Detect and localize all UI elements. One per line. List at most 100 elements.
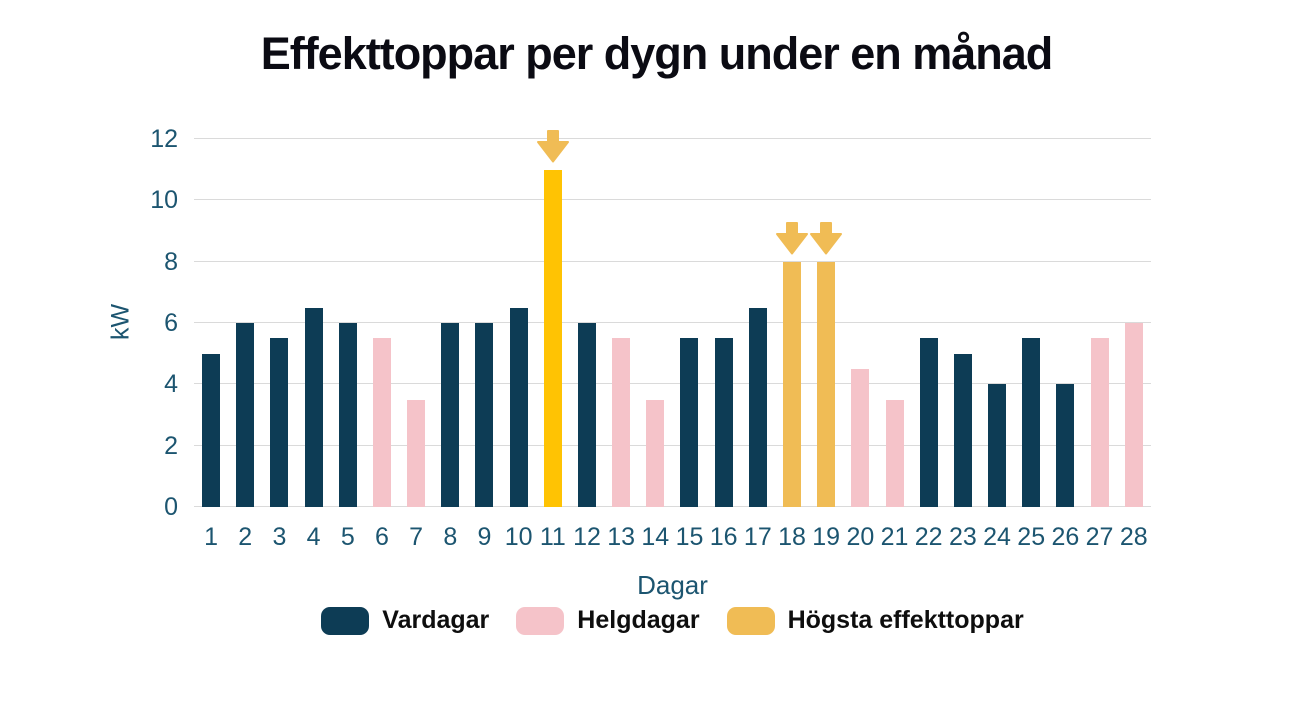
x-tick-label-25: 25 [1017,523,1046,551]
bar-slot-10 [502,139,536,507]
bar-day-22 [919,338,938,507]
bar-day-16 [714,338,733,507]
x-tick-label-28: 28 [1119,523,1148,551]
bar-day-6 [372,338,391,507]
x-tick-label-7: 7 [409,523,424,551]
bar-slot-28 [1117,139,1151,507]
y-tick-label-0: 0 [164,493,178,521]
x-tick-label-1: 1 [204,523,219,551]
bar-slot-19 [809,139,843,507]
gridline-0 [194,506,1151,507]
bar-day-8 [441,323,460,507]
x-tick-label-18: 18 [778,523,806,551]
bar-day-21 [885,399,904,507]
bar-slot-11 [536,129,570,507]
bar-day-19 [810,221,843,507]
bar-day-25 [1022,338,1041,507]
y-tick-label-6: 6 [164,309,178,337]
x-tick-label-2: 2 [238,523,253,551]
x-tick-label-4: 4 [306,523,321,551]
legend-swatch-helgdagar [516,606,565,635]
bar-day-20 [851,369,870,507]
y-tick-label-10: 10 [150,186,178,215]
x-tick-label-12: 12 [573,523,601,551]
bar-slot-21 [877,139,911,507]
y-tick-label-4: 4 [164,370,178,399]
bars-row [194,129,1151,507]
x-tick-label-17: 17 [743,523,772,551]
gridline-2 [194,444,1151,446]
x-tick-label-3: 3 [272,523,287,551]
y-tick-label-12: 12 [150,125,178,153]
bar-slot-16 [707,139,741,507]
bar-day-10 [509,307,528,507]
x-tick-label-6: 6 [374,523,389,551]
y-tick-label-2: 2 [164,431,178,460]
bar-slot-25 [1014,139,1048,507]
legend-label-hogsta: Högsta effekttoppar [787,606,1024,634]
x-tick-label-16: 16 [709,523,738,551]
bar-slot-5 [331,139,365,507]
bar-day-27 [1090,338,1109,507]
bar-day-14 [646,399,665,507]
x-tick-label-19: 19 [812,523,841,551]
bar-slot-14 [638,139,672,507]
x-tick-label-10: 10 [504,523,533,551]
x-tick-label-15: 15 [675,523,704,551]
legend-swatch-vardagar [321,606,370,635]
bar-slot-1 [194,139,228,507]
plot-area [194,138,1151,507]
chart-title: Effekttoppar per dygn under en månad [260,28,1054,79]
x-tick-label-11: 11 [539,523,566,551]
bar-slot-26 [1048,139,1082,507]
bar-day-9 [475,323,494,507]
bar-slot-12 [570,139,604,507]
x-tick-label-20: 20 [846,523,875,551]
legend: Vardagar Helgdagar Högsta effekttoppar [194,606,1151,635]
bar-day-5 [338,323,357,507]
bar-slot-3 [262,139,296,507]
x-tick-label-13: 13 [607,523,636,551]
y-tick-label-8: 8 [164,247,178,276]
gridline-12 [194,138,1151,139]
gridline-6 [194,322,1151,323]
bar-day-17 [748,307,767,507]
bar-day-18 [776,221,808,507]
bar-slot-23 [946,139,980,507]
legend-label-helgdagar: Helgdagar [577,606,700,634]
legend-item-vardagar: Vardagar [321,606,489,635]
bar-slot-22 [912,139,946,507]
gridline-10 [194,199,1151,201]
x-tick-label-22: 22 [914,523,943,551]
bar-day-15 [680,338,699,507]
x-tick-label-14: 14 [641,523,670,551]
bar-slot-15 [672,139,706,507]
gridline-4 [194,383,1151,385]
bar-day-2 [236,323,255,507]
x-tick-label-23: 23 [948,523,977,551]
bar-slot-27 [1082,139,1116,507]
x-tick-label-27: 27 [1085,523,1114,551]
x-axis-label: Dagar [637,570,708,600]
bar-day-11 [536,129,569,507]
bar-day-3 [270,338,289,507]
bar-day-23 [953,353,972,507]
x-tick-label-9: 9 [477,523,492,551]
x-tick-label-26: 26 [1051,523,1080,551]
bar-slot-7 [399,139,433,507]
x-tick-label-8: 8 [443,523,458,551]
bar-slot-24 [980,139,1014,507]
bar-day-13 [612,338,631,507]
legend-item-hogsta: Högsta effekttoppar [726,606,1024,635]
bar-day-4 [304,307,323,507]
bar-day-12 [577,323,596,507]
bar-day-28 [1124,323,1143,507]
bar-slot-8 [433,139,467,507]
bar-day-7 [407,399,426,507]
bar-day-26 [1056,384,1075,507]
bar-day-24 [988,384,1007,507]
legend-swatch-hogsta [726,606,775,635]
legend-item-helgdagar: Helgdagar [516,606,700,635]
bar-slot-2 [228,139,262,507]
bar-slot-18 [775,139,809,507]
